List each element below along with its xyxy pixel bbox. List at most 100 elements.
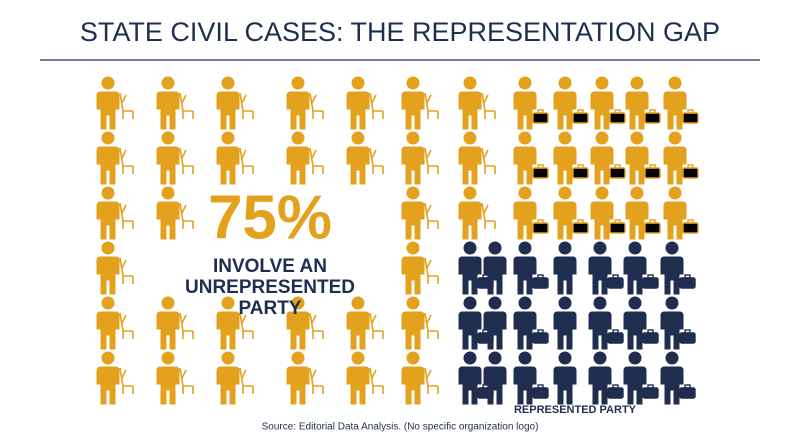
case-icon — [607, 329, 624, 344]
person-icon — [553, 351, 577, 405]
case-icon — [679, 329, 696, 344]
person-icon — [401, 76, 425, 130]
person-icon — [286, 131, 310, 185]
person-icon — [156, 186, 180, 240]
case-icon — [607, 384, 624, 399]
person-icon — [286, 351, 310, 405]
chair-icon — [369, 147, 384, 175]
person-icon — [553, 241, 577, 295]
chair-icon — [309, 312, 324, 340]
chair-icon — [179, 312, 194, 340]
chair-icon — [119, 202, 134, 230]
chair-icon — [179, 92, 194, 120]
chair-icon — [424, 312, 439, 340]
case-icon — [679, 274, 696, 289]
stat-caption: INVOLVE AN — [213, 256, 327, 277]
case-icon — [572, 219, 589, 234]
chair-icon — [239, 92, 254, 120]
chair-icon — [179, 147, 194, 175]
chair-icon — [369, 92, 384, 120]
chair-icon — [424, 147, 439, 175]
chair-icon — [179, 202, 194, 230]
chair-icon — [239, 147, 254, 175]
person-icon — [401, 241, 425, 295]
chair-icon — [119, 257, 134, 285]
icon-grid — [96, 76, 699, 405]
chair-icon — [369, 312, 384, 340]
chair-icon — [119, 312, 134, 340]
case-icon — [532, 219, 549, 234]
person-icon — [346, 351, 370, 405]
case-icon — [609, 164, 626, 179]
case-icon — [682, 164, 699, 179]
case-icon — [682, 109, 699, 124]
case-icon — [642, 274, 659, 289]
person-icon — [216, 351, 240, 405]
source: Source: Editorial Data Analysis. (No spe… — [262, 422, 539, 433]
chair-icon — [424, 257, 439, 285]
case-icon — [532, 109, 549, 124]
chair-icon — [119, 92, 134, 120]
person-icon — [216, 296, 240, 350]
chair-icon — [179, 367, 194, 395]
stat-caption: PARTY — [239, 298, 302, 319]
chair-icon — [309, 147, 324, 175]
chair-icon — [481, 202, 496, 230]
legend-label: REPRESENTED PARTY — [514, 404, 637, 416]
chair-icon — [424, 92, 439, 120]
case-icon — [642, 384, 659, 399]
case-icon — [532, 384, 549, 399]
stat: 75% — [208, 183, 332, 252]
person-icon — [96, 296, 120, 350]
person-icon — [458, 186, 482, 240]
person-icon — [96, 131, 120, 185]
case-icon — [679, 384, 696, 399]
chair-icon — [424, 367, 439, 395]
chair-icon — [309, 92, 324, 120]
chair-icon — [481, 147, 496, 175]
chair-icon — [119, 367, 134, 395]
chair-icon — [424, 202, 439, 230]
chair-icon — [309, 367, 324, 395]
person-icon — [458, 131, 482, 185]
person-icon — [401, 296, 425, 350]
case-icon — [644, 164, 661, 179]
case-icon — [532, 274, 549, 289]
case-icon — [644, 109, 661, 124]
case-icon — [609, 219, 626, 234]
case-icon — [572, 109, 589, 124]
case-icon — [644, 219, 661, 234]
case-icon — [607, 274, 624, 289]
person-icon — [346, 76, 370, 130]
person-icon — [401, 131, 425, 185]
case-icon — [642, 329, 659, 344]
case-icon — [532, 164, 549, 179]
case-icon — [532, 329, 549, 344]
person-icon — [96, 351, 120, 405]
person-icon — [458, 76, 482, 130]
person-icon — [401, 186, 425, 240]
person-icon — [401, 351, 425, 405]
chair-icon — [119, 147, 134, 175]
person-icon — [216, 76, 240, 130]
chair-icon — [369, 367, 384, 395]
title: STATE CIVIL CASES: THE REPRESENTATION GA… — [80, 17, 720, 47]
chair-icon — [239, 367, 254, 395]
case-icon — [682, 219, 699, 234]
case-icon — [609, 109, 626, 124]
chair-icon — [481, 92, 496, 120]
person-icon — [96, 186, 120, 240]
person-icon — [156, 131, 180, 185]
person-icon — [156, 351, 180, 405]
case-icon — [572, 164, 589, 179]
person-icon — [216, 131, 240, 185]
person-icon — [156, 296, 180, 350]
person-icon — [346, 131, 370, 185]
person-icon — [96, 241, 120, 295]
person-icon — [286, 76, 310, 130]
person-icon — [346, 296, 370, 350]
person-icon — [156, 76, 180, 130]
person-icon — [96, 76, 120, 130]
stat-caption: UNREPRESENTED — [185, 277, 355, 298]
